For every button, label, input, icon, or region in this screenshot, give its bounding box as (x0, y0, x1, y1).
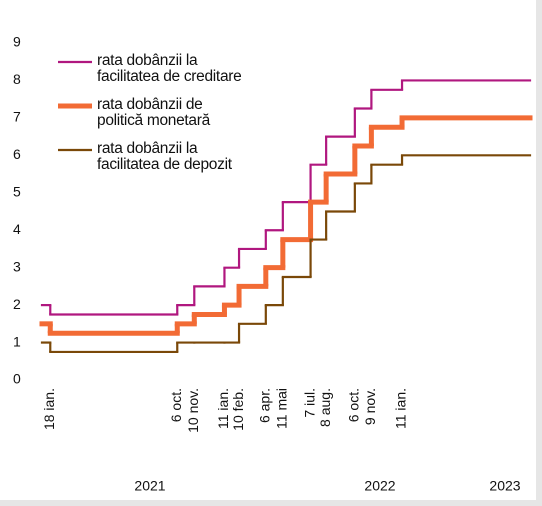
year-label: 2023 (489, 478, 520, 494)
x-tick-label: 11 mai (274, 388, 290, 429)
x-tick-label: 9 nov. (362, 388, 378, 425)
x-tick-label: 11 ian. (215, 388, 231, 429)
legend-label: rata dobânzii la facilitatea de depozit (97, 140, 232, 173)
year-label: 2022 (364, 478, 395, 494)
y-tick-label: 5 (13, 183, 21, 199)
y-tick-label: 7 (13, 109, 21, 125)
x-tick-label: 11 ian. (393, 388, 409, 429)
y-tick-label: 0 (13, 371, 21, 387)
x-tick-label: 6 oct. (346, 388, 362, 422)
y-tick-label: 8 (13, 71, 21, 87)
y-tick-label: 6 (13, 146, 21, 162)
year-label: 2021 (134, 478, 165, 494)
x-tick-label: 18 ian. (41, 388, 57, 430)
y-tick-label: 1 (13, 333, 21, 349)
x-tick-label: 6 oct. (168, 388, 184, 422)
y-tick-label: 2 (13, 296, 21, 312)
frame-right (536, 0, 542, 506)
x-tick-label: 7 iul. (301, 388, 317, 418)
y-tick-label: 4 (13, 221, 21, 237)
legend-label: rata dobânzii de politică monetară (97, 96, 210, 129)
x-tick-label: 10 nov. (185, 388, 201, 433)
x-tick-label: 10 feb. (230, 388, 246, 431)
x-tick-label: 6 apr. (257, 388, 273, 423)
legend-label: rata dobânzii la facilitatea de creditar… (97, 52, 242, 85)
y-tick-label: 9 (13, 34, 21, 50)
y-tick-label: 3 (13, 258, 21, 274)
frame-bottom (0, 500, 542, 506)
x-tick-label: 8 aug. (317, 388, 333, 427)
